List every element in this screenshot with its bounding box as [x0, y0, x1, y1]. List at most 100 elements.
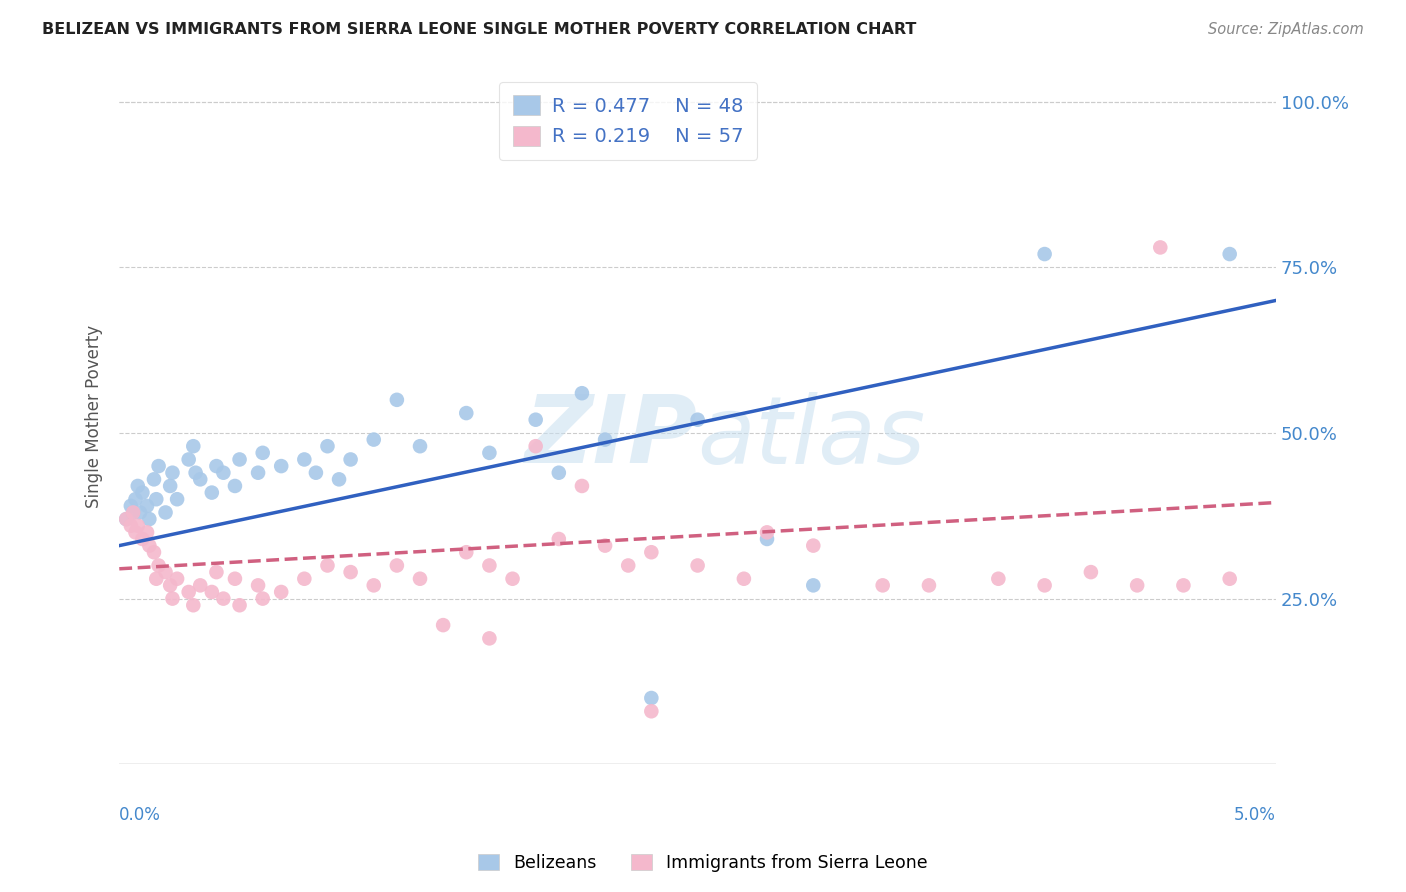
Point: [1080, 565, 1102, 579]
Point: [339, 452, 361, 467]
Point: [1173, 578, 1195, 592]
Point: [148, 459, 170, 474]
Point: [228, 599, 250, 613]
Point: [122, 506, 145, 520]
Point: [432, 618, 454, 632]
Point: [247, 578, 270, 592]
Text: 0.0%: 0.0%: [120, 806, 162, 824]
Point: [1219, 247, 1241, 261]
Point: [593, 539, 616, 553]
Point: [385, 392, 408, 407]
Point: [524, 439, 547, 453]
Point: [987, 572, 1010, 586]
Point: [801, 539, 824, 553]
Point: [212, 591, 235, 606]
Point: [212, 466, 235, 480]
Point: [177, 585, 200, 599]
Point: [270, 459, 292, 474]
Point: [270, 585, 292, 599]
Point: [122, 506, 145, 520]
Point: [205, 565, 228, 579]
Legend: Belizeans, Immigrants from Sierra Leone: Belizeans, Immigrants from Sierra Leone: [471, 847, 935, 879]
Point: [115, 512, 138, 526]
Point: [159, 479, 181, 493]
Point: [201, 485, 224, 500]
Point: [1033, 578, 1056, 592]
Point: [145, 492, 167, 507]
Point: [756, 532, 779, 546]
Point: [756, 525, 779, 540]
Point: [184, 466, 207, 480]
Point: [148, 558, 170, 573]
Point: [138, 539, 160, 553]
Point: [138, 512, 160, 526]
Point: [188, 578, 211, 592]
Point: [409, 439, 432, 453]
Point: [205, 459, 228, 474]
Point: [188, 472, 211, 486]
Point: [363, 578, 385, 592]
Point: [316, 558, 339, 573]
Point: [524, 413, 547, 427]
Point: [456, 406, 478, 420]
Point: [686, 558, 709, 573]
Point: [228, 452, 250, 467]
Point: [571, 386, 593, 401]
Point: [617, 558, 640, 573]
Point: [131, 532, 153, 546]
Point: [478, 632, 501, 646]
Point: [136, 499, 159, 513]
Text: ZIP: ZIP: [524, 392, 697, 483]
Point: [385, 558, 408, 573]
Point: [363, 433, 385, 447]
Point: [127, 479, 149, 493]
Point: [177, 452, 200, 467]
Point: [478, 558, 501, 573]
Legend: R = 0.477    N = 48, R = 0.219    N = 57: R = 0.477 N = 48, R = 0.219 N = 57: [499, 82, 756, 160]
Point: [181, 439, 204, 453]
Point: [143, 545, 166, 559]
Point: [129, 506, 152, 520]
Point: [1219, 572, 1241, 586]
Text: Source: ZipAtlas.com: Source: ZipAtlas.com: [1208, 22, 1364, 37]
Point: [316, 439, 339, 453]
Point: [328, 472, 350, 486]
Point: [409, 572, 432, 586]
Point: [292, 572, 315, 586]
Point: [131, 485, 153, 500]
Point: [159, 578, 181, 592]
Point: [478, 446, 501, 460]
Point: [733, 572, 755, 586]
Point: [1126, 578, 1149, 592]
Y-axis label: Single Mother Poverty: Single Mother Poverty: [86, 325, 103, 508]
Point: [872, 578, 894, 592]
Point: [547, 532, 569, 546]
Point: [252, 591, 274, 606]
Point: [120, 499, 142, 513]
Point: [127, 518, 149, 533]
Point: [918, 578, 941, 592]
Point: [120, 518, 142, 533]
Text: atlas: atlas: [697, 392, 927, 483]
Point: [801, 578, 824, 592]
Point: [166, 572, 188, 586]
Point: [1149, 240, 1171, 254]
Point: [115, 512, 138, 526]
Text: 5.0%: 5.0%: [1234, 806, 1277, 824]
Point: [502, 572, 524, 586]
Point: [640, 545, 662, 559]
Point: [640, 704, 662, 718]
Point: [456, 545, 478, 559]
Point: [166, 492, 188, 507]
Point: [686, 413, 709, 427]
Point: [224, 479, 246, 493]
Point: [305, 466, 328, 480]
Point: [593, 433, 616, 447]
Point: [124, 525, 146, 540]
Point: [155, 565, 177, 579]
Point: [162, 591, 184, 606]
Point: [224, 572, 246, 586]
Point: [201, 585, 224, 599]
Point: [1033, 247, 1056, 261]
Point: [247, 466, 270, 480]
